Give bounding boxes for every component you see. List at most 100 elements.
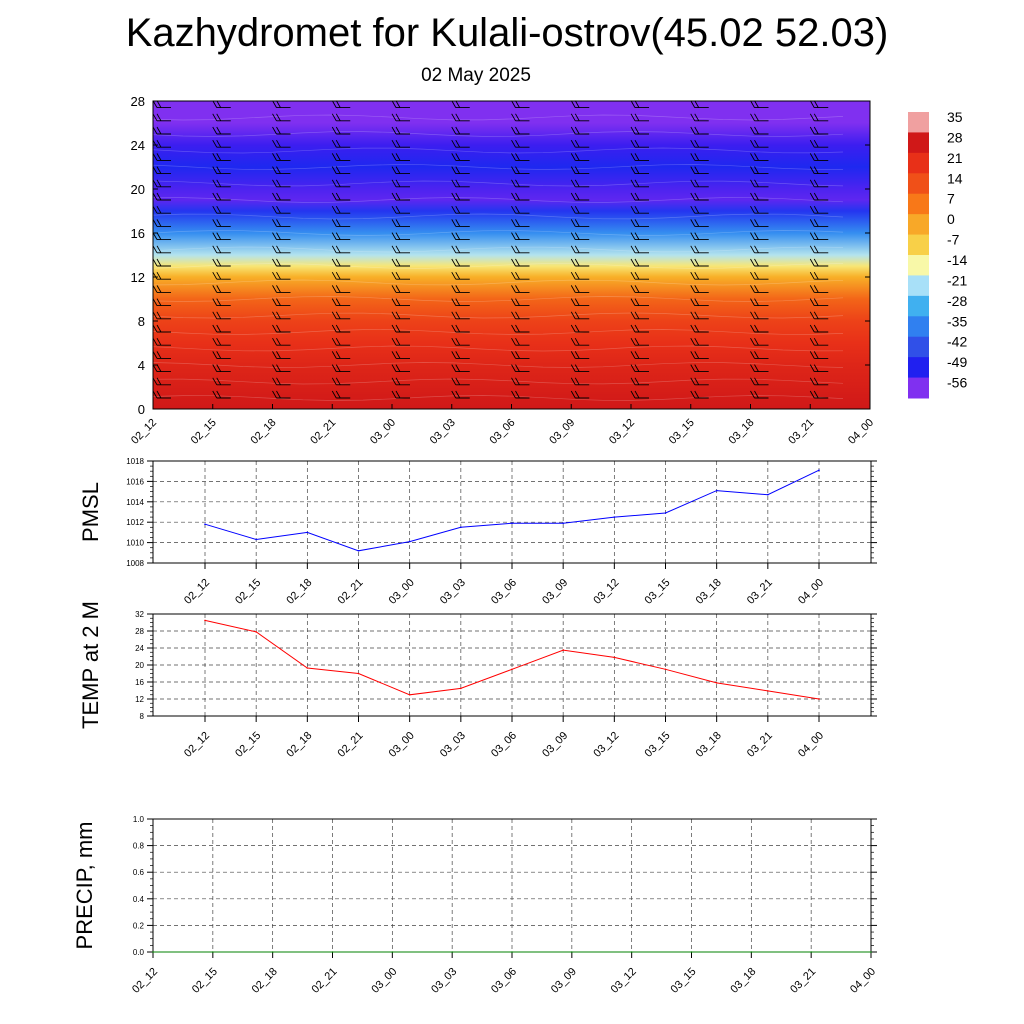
wind-barb <box>272 390 291 399</box>
wind-barb <box>451 377 470 386</box>
data-point <box>357 550 360 552</box>
wind-barb <box>690 245 709 254</box>
wind-barb <box>750 245 769 254</box>
x-tick-label: 03_09 <box>540 577 570 607</box>
wind-barb <box>750 298 769 307</box>
wind-barb <box>570 139 590 148</box>
wind-barb <box>272 100 291 109</box>
data-point <box>408 694 411 696</box>
wind-barb <box>570 113 590 122</box>
x-tick-label: 02_18 <box>249 417 279 447</box>
colorbar-swatch <box>908 255 929 276</box>
wind-barb <box>152 245 171 254</box>
wind-barb <box>630 245 649 254</box>
data-point <box>271 951 274 953</box>
wind-barb <box>809 271 829 280</box>
data-point <box>562 649 564 651</box>
wind-barb <box>391 100 410 109</box>
wind-barb <box>570 311 590 320</box>
wind-barb <box>272 126 291 135</box>
wind-barb <box>570 258 590 267</box>
chart-subtitle: 02 May 2025 <box>421 65 531 86</box>
wind-barb <box>272 192 291 201</box>
wind-barb <box>272 245 291 254</box>
wind-barb <box>152 192 171 201</box>
wind-barb <box>272 271 291 280</box>
y-tick-label: 28 <box>135 627 144 636</box>
data-point <box>613 656 616 659</box>
wind-barb <box>391 232 410 241</box>
wind-barb <box>809 153 829 161</box>
wind-barb <box>750 153 769 161</box>
colorbar-swatch <box>908 214 929 236</box>
x-tick-label: 03_15 <box>669 966 699 996</box>
data-point <box>810 951 812 953</box>
wind-barb <box>570 100 590 109</box>
data-point <box>750 951 753 953</box>
x-tick-label: 02_15 <box>190 966 220 996</box>
wind-barb <box>570 364 590 373</box>
wind-barb <box>451 139 470 148</box>
colorbar-label: 21 <box>947 150 963 166</box>
x-tick-label: 03_09 <box>549 966 579 996</box>
x-tick-label: 03_00 <box>387 577 417 607</box>
x-tick-label: 02_21 <box>310 966 340 996</box>
y-tick-label: 1008 <box>126 559 144 568</box>
wind-barb <box>750 205 769 214</box>
wind-barb <box>451 298 470 307</box>
x-tick-label: 02_21 <box>336 577 366 607</box>
wind-barb <box>570 153 590 161</box>
y-tick-label: 4 <box>138 358 145 373</box>
heatmap-field <box>153 101 870 409</box>
data-point <box>562 522 564 524</box>
wind-barb <box>630 153 649 161</box>
wind-barb <box>451 271 470 280</box>
wind-barb <box>212 100 231 109</box>
wind-barb <box>630 192 649 201</box>
wind-barb <box>152 179 171 188</box>
wind-barb <box>391 324 410 333</box>
wind-barb <box>690 364 709 373</box>
colorbar-label: 7 <box>947 191 955 207</box>
wind-barbs <box>152 100 829 399</box>
x-tick-label: 03_03 <box>438 577 468 607</box>
wind-barb <box>750 192 769 201</box>
x-tick-label: 03_06 <box>488 417 518 447</box>
y-tick-label: 24 <box>131 138 145 153</box>
x-tick-label: 04_00 <box>848 966 878 996</box>
wind-barb <box>212 219 231 227</box>
wind-barb <box>391 351 410 359</box>
wind-barb <box>331 100 351 109</box>
wind-barb <box>809 311 829 320</box>
wind-barb <box>212 232 231 241</box>
wind-barb <box>212 245 231 254</box>
colorbar-swatch <box>908 234 929 256</box>
wind-barb <box>690 179 709 188</box>
contour-line <box>152 197 844 203</box>
contour-line <box>152 296 844 302</box>
wind-barb <box>152 298 171 307</box>
data-point <box>511 522 513 524</box>
wind-barb <box>630 377 649 386</box>
wind-barb <box>750 271 769 280</box>
wind-barb <box>152 166 171 175</box>
y-tick-label: 8 <box>138 314 145 329</box>
x-tick-label: 03_18 <box>728 966 758 996</box>
wind-barb <box>750 351 769 359</box>
data-point <box>664 668 667 671</box>
wind-barb <box>272 311 291 320</box>
wind-barb <box>451 100 470 109</box>
y-tick-label: 1018 <box>126 457 144 466</box>
wind-barb <box>212 364 231 373</box>
y-tick-label: 1.0 <box>133 815 145 824</box>
y-tick-label: 0.6 <box>133 868 145 877</box>
wind-barb <box>272 113 291 122</box>
wind-barb <box>212 113 231 122</box>
data-point <box>451 951 454 953</box>
wind-barb <box>630 324 649 333</box>
x-tick-label: 02_15 <box>189 417 219 447</box>
wind-barb <box>511 285 530 293</box>
wind-barb <box>809 258 829 267</box>
wind-barb <box>152 258 171 267</box>
wind-barb <box>809 351 829 359</box>
